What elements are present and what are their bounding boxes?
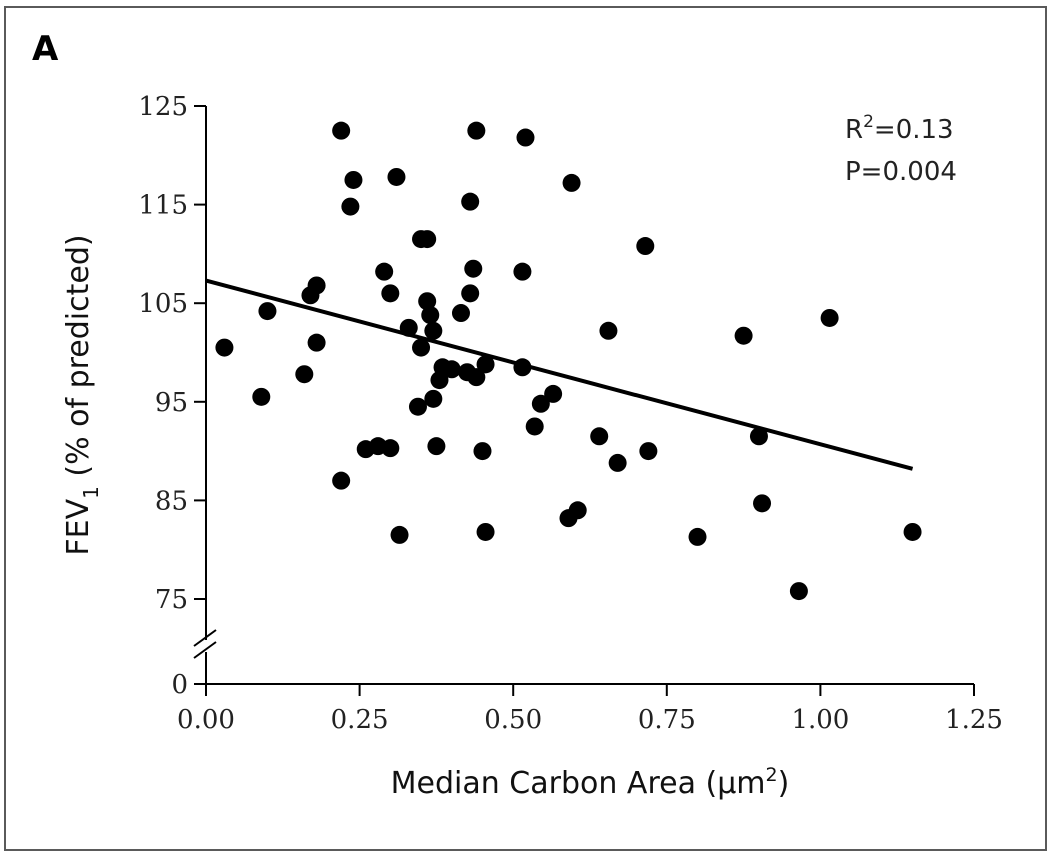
y-axis: 125 115 105 95 85 75 0 [138,92,217,700]
data-point [258,302,277,321]
data-point [408,397,427,416]
data-point [590,427,609,446]
data-point [789,582,808,601]
data-point [820,308,839,327]
data-point [427,437,446,456]
x-tick-label: 0.00 [177,705,235,735]
data-point [639,442,658,461]
data-point [525,417,544,436]
y-tick-label: 85 [155,486,188,516]
data-point [636,237,655,256]
data-point [215,338,234,357]
data-point [418,292,437,311]
data-point [344,170,363,189]
data-point [307,333,326,352]
data-point [307,276,326,295]
data-point [412,338,431,357]
data-point [464,259,483,278]
x-axis-title: Median Carbon Area (µm2) [391,764,790,801]
data-point [467,121,486,140]
data-point [252,387,271,406]
data-point [461,284,480,303]
y-tick-label: 95 [155,388,188,418]
data-point [516,128,535,147]
data-point [332,471,351,490]
data-point [461,192,480,211]
r-squared-label: R2=0.13 [845,112,954,145]
data-point [424,321,443,340]
data-point [562,173,581,192]
data-point [451,304,470,323]
data-point [513,262,532,281]
data-point [599,321,618,340]
axis-break-mark [193,629,217,647]
data-point [476,355,495,374]
p-value-label: P=0.004 [845,157,957,187]
y-tick-label: 125 [138,92,188,122]
data-point [476,522,495,541]
data-point [390,525,409,544]
x-tick-label: 0.25 [331,705,389,735]
data-point [375,262,394,281]
panel-label: A [32,29,59,69]
data-point [513,358,532,377]
x-axis: 0.00 0.25 0.50 0.75 1.00 1.25 [177,683,1003,735]
data-point [608,453,627,472]
data-point [734,326,753,345]
y-tick-label: 115 [138,191,188,221]
data-point [531,394,550,413]
data-point [442,360,461,379]
data-point [568,501,587,520]
y-axis-title: FEV1 (% of predicted) [61,234,103,555]
data-point [399,318,418,337]
data-point [903,522,922,541]
data-point [418,230,437,249]
figure-frame [4,6,1047,851]
x-tick-label: 0.75 [638,705,696,735]
data-point [467,368,486,387]
data-point [688,527,707,546]
y-tick-label: 75 [155,585,188,615]
data-point [381,439,400,458]
trend-line [205,278,914,471]
data-points [215,121,922,601]
data-point [295,365,314,384]
data-point [749,427,768,446]
data-point [473,442,492,461]
data-point [424,389,443,408]
y-tick-label: 105 [138,289,188,319]
x-tick-label: 1.00 [791,705,849,735]
data-point [421,306,440,325]
data-point [544,384,563,403]
data-point [753,494,772,513]
x-tick-label: 1.25 [945,705,1003,735]
x-tick-label: 0.50 [484,705,542,735]
data-point [387,167,406,186]
data-point [381,284,400,303]
data-point [341,197,360,216]
axis-break-mark [193,641,217,659]
data-point [332,121,351,140]
y-tick-label-zero: 0 [171,670,188,700]
